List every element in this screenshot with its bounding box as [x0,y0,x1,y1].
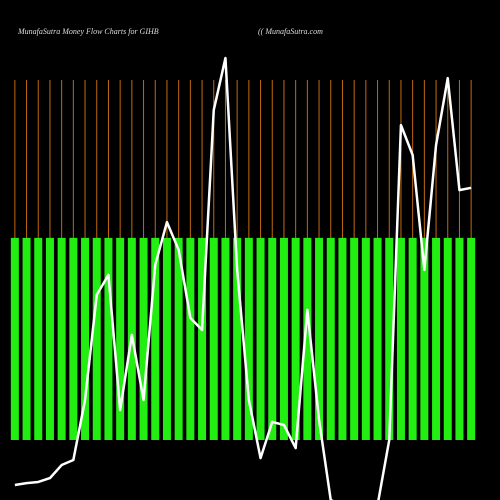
bar [443,237,452,440]
bar [233,237,242,440]
bar [268,237,277,440]
bar [420,237,429,440]
bar [57,237,66,440]
bar [326,237,335,440]
bar [350,237,359,440]
bar [198,237,207,440]
bar [432,237,441,440]
chart-title: MunafaSutra Money Flow Charts for GIHB [17,27,159,36]
bar [92,237,101,440]
bar [361,237,370,440]
money-flow-line [14,56,472,500]
bar [34,237,43,440]
bar [385,237,394,440]
bar [10,237,19,440]
bar [338,237,347,440]
bar [22,237,31,440]
bar [244,237,253,440]
bar [174,237,183,440]
bar [455,237,464,440]
bar [396,237,405,440]
bar [116,237,125,440]
bar [291,237,300,440]
bar [373,237,382,440]
bar [69,237,78,440]
bar [151,237,160,440]
bar [104,237,113,440]
bar [279,237,288,440]
bar [162,237,171,440]
bar [139,237,148,440]
bar [256,237,265,440]
bar [81,237,90,440]
bar [408,237,417,440]
bar [467,237,476,440]
bar [209,237,218,440]
bar [45,237,54,440]
bar [186,237,195,440]
bar [221,237,230,440]
bar [315,237,324,440]
bar [303,237,312,440]
chart-subtitle: (( MunafaSutra.com [258,27,323,36]
